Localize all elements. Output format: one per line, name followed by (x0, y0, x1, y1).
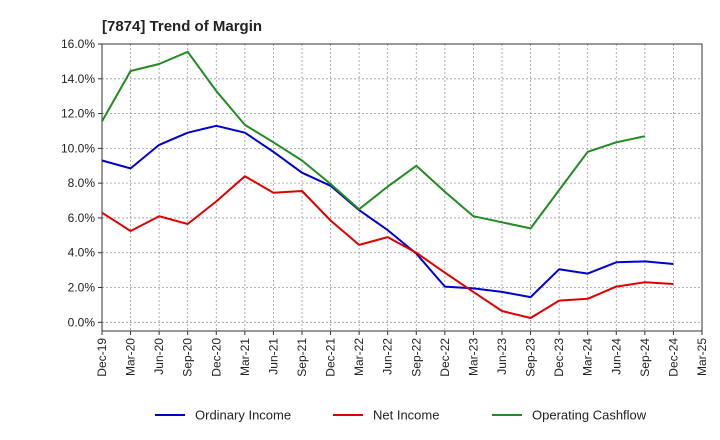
x-tick-label: Jun-24 (609, 338, 623, 375)
series-lines (101, 50, 674, 319)
y-tick-label: 0.0% (68, 315, 96, 329)
legend-label: Operating Cashflow (532, 408, 647, 423)
legend: Ordinary Income Net Income Operating Cashf… (155, 408, 647, 423)
chart-title: [7874] Trend of Margin (102, 18, 262, 35)
legend-label: Net Income (373, 408, 439, 423)
x-tick-label: Sep-22 (409, 338, 423, 377)
x-tick-label: Sep-21 (295, 338, 309, 377)
plot-area (101, 43, 703, 332)
y-tick-label: 14.0% (61, 72, 95, 86)
x-tick-label: Mar-22 (352, 338, 366, 376)
y-tick-label: 12.0% (61, 107, 95, 121)
x-tick-label: Jun-22 (381, 338, 395, 375)
x-tick-label: Mar-25 (695, 338, 709, 376)
x-tick-label: Sep-20 (181, 338, 195, 377)
x-tick-label: Dec-22 (438, 338, 452, 377)
y-tick-label: 10.0% (61, 141, 95, 155)
x-tick-label: Mar-20 (124, 338, 138, 376)
x-tick-label: Jun-20 (152, 338, 166, 375)
x-tick-label: Mar-21 (238, 338, 252, 376)
x-axis: Dec-19 Mar-20 Jun-20 Sep-20 Dec-20 Mar-21 Jun-… (95, 331, 709, 377)
x-tick-label: Dec-23 (552, 338, 566, 377)
y-tick-label: 16.0% (61, 37, 95, 51)
x-tick-label: Sep-23 (524, 338, 538, 377)
series-line-net-income (101, 175, 674, 319)
x-tick-label: Dec-19 (95, 338, 109, 377)
x-tick-label: Dec-20 (209, 338, 223, 377)
x-tick-label: Jun-23 (495, 338, 509, 375)
legend-label: Ordinary Income (195, 408, 291, 423)
series-line-ordinary-income (101, 124, 674, 299)
y-tick-label: 4.0% (68, 246, 96, 260)
y-axis: 0.0% 2.0% 4.0% 6.0% 8.0% 10.0% 12.0% 14.0% 16.0% (61, 37, 102, 329)
series-line-operating-cashflow (101, 50, 646, 230)
x-tick-label: Mar-23 (466, 338, 480, 376)
x-tick-label: Mar-24 (581, 338, 595, 376)
x-tick-label: Dec-24 (666, 338, 680, 377)
y-tick-label: 2.0% (68, 281, 96, 295)
x-tick-label: Dec-21 (324, 338, 338, 377)
x-tick-label: Jun-21 (266, 338, 280, 375)
y-tick-label: 6.0% (68, 211, 96, 225)
x-tick-label: Sep-24 (638, 338, 652, 377)
y-tick-label: 8.0% (68, 176, 96, 190)
